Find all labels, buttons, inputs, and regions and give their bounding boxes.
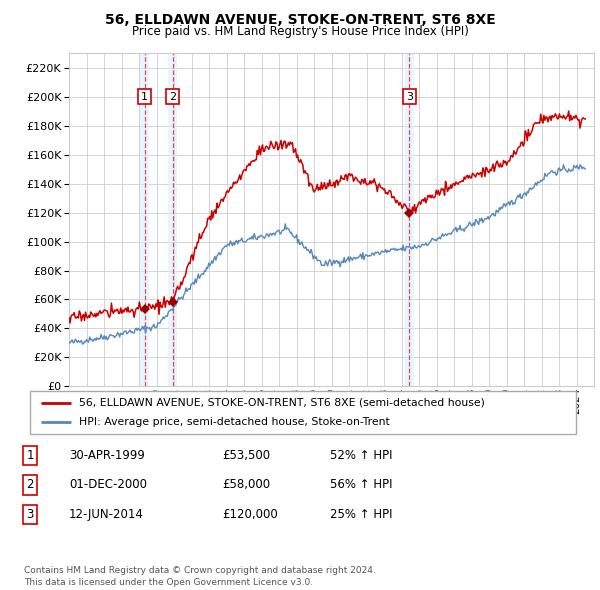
Text: 2: 2 bbox=[169, 91, 176, 101]
Text: 3: 3 bbox=[406, 91, 413, 101]
Text: 30-APR-1999: 30-APR-1999 bbox=[69, 449, 145, 462]
Text: 12-JUN-2014: 12-JUN-2014 bbox=[69, 508, 144, 521]
FancyBboxPatch shape bbox=[30, 391, 576, 434]
Text: 01-DEC-2000: 01-DEC-2000 bbox=[69, 478, 147, 491]
Text: 25% ↑ HPI: 25% ↑ HPI bbox=[330, 508, 392, 521]
Text: Contains HM Land Registry data © Crown copyright and database right 2024.
This d: Contains HM Land Registry data © Crown c… bbox=[24, 566, 376, 587]
Text: £120,000: £120,000 bbox=[222, 508, 278, 521]
Text: £58,000: £58,000 bbox=[222, 478, 270, 491]
Text: 1: 1 bbox=[26, 449, 34, 462]
Text: 2: 2 bbox=[26, 478, 34, 491]
Text: Price paid vs. HM Land Registry's House Price Index (HPI): Price paid vs. HM Land Registry's House … bbox=[131, 25, 469, 38]
Text: 52% ↑ HPI: 52% ↑ HPI bbox=[330, 449, 392, 462]
Text: 3: 3 bbox=[26, 508, 34, 521]
Text: HPI: Average price, semi-detached house, Stoke-on-Trent: HPI: Average price, semi-detached house,… bbox=[79, 417, 390, 427]
Text: 1: 1 bbox=[141, 91, 148, 101]
Text: 56, ELLDAWN AVENUE, STOKE-ON-TRENT, ST6 8XE: 56, ELLDAWN AVENUE, STOKE-ON-TRENT, ST6 … bbox=[104, 13, 496, 27]
Text: £53,500: £53,500 bbox=[222, 449, 270, 462]
Text: 56, ELLDAWN AVENUE, STOKE-ON-TRENT, ST6 8XE (semi-detached house): 56, ELLDAWN AVENUE, STOKE-ON-TRENT, ST6 … bbox=[79, 398, 485, 408]
Bar bbox=[168, 53, 177, 386]
Bar bbox=[140, 53, 149, 386]
Bar bbox=[405, 53, 414, 386]
Text: 56% ↑ HPI: 56% ↑ HPI bbox=[330, 478, 392, 491]
